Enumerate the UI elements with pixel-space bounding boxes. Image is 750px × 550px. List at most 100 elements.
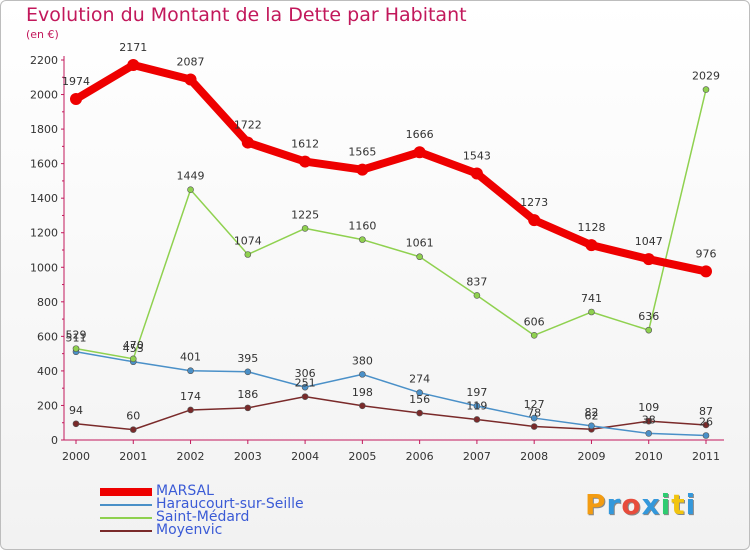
data-label: 1128: [577, 221, 605, 234]
legend-label: Moyenvic: [156, 522, 223, 538]
x-tick-label: 2011: [692, 450, 720, 463]
data-point: [187, 367, 194, 375]
data-label: 1722: [234, 119, 262, 132]
data-point: [473, 416, 481, 423]
x-tick-label: 2009: [577, 450, 605, 463]
data-label: 1273: [520, 196, 548, 209]
data-point: [359, 402, 366, 410]
data-label: 94: [69, 404, 83, 417]
legend-swatch: [100, 504, 152, 506]
data-label: 251: [295, 377, 316, 390]
data-label: 127: [524, 398, 545, 411]
data-label: 2087: [177, 56, 205, 69]
data-label: 453: [123, 342, 144, 355]
data-label: 274: [409, 373, 430, 386]
data-point: [187, 406, 194, 414]
x-tick-label: 2002: [177, 450, 205, 463]
data-label: 82: [584, 406, 598, 419]
data-label: 174: [180, 390, 201, 403]
data-label: 741: [581, 292, 602, 305]
data-label: 1565: [348, 146, 376, 159]
data-label: 78: [527, 407, 541, 420]
data-label: 26: [699, 416, 713, 429]
data-label: 186: [237, 388, 258, 401]
data-point: [588, 422, 595, 430]
data-point: [700, 265, 712, 278]
data-point: [642, 253, 655, 266]
proxiti-logo: Proxiti: [585, 488, 697, 521]
data-label: 380: [352, 354, 373, 367]
data-point: [241, 136, 254, 149]
x-tick-label: 2003: [234, 450, 262, 463]
data-point: [127, 59, 140, 72]
data-point: [416, 409, 423, 417]
x-tick-label: 2005: [348, 450, 376, 463]
data-point: [72, 345, 80, 352]
data-label: 109: [638, 401, 659, 414]
y-tick-label: 1600: [30, 158, 58, 171]
data-point: [187, 186, 194, 194]
data-point: [299, 155, 312, 168]
data-label: 2029: [692, 70, 720, 83]
data-label: 1160: [348, 220, 376, 233]
series-line-1: [75, 350, 707, 437]
data-label: 511: [66, 332, 87, 345]
data-point: [473, 402, 481, 410]
data-label: 1225: [291, 208, 319, 221]
data-point: [645, 430, 653, 437]
y-tick-label: 1200: [30, 227, 58, 240]
y-tick-label: 1400: [30, 192, 58, 205]
chart-title: Evolution du Montant de la Dette par Hab…: [26, 4, 467, 26]
data-point: [301, 225, 309, 232]
y-tick-label: 0: [51, 434, 58, 447]
data-point: [359, 236, 366, 243]
y-tick-label: 2200: [30, 54, 58, 67]
data-point: [645, 326, 653, 334]
data-label: 198: [352, 386, 373, 399]
x-tick-label: 2007: [463, 450, 491, 463]
legend-swatch: [100, 530, 152, 532]
data-point: [702, 86, 710, 93]
data-point: [413, 146, 426, 159]
data-label: 395: [237, 352, 258, 365]
y-tick-label: 800: [37, 296, 58, 309]
data-label: 119: [466, 399, 487, 412]
data-label: 1047: [635, 235, 663, 248]
data-label: 1666: [406, 128, 434, 141]
data-point: [645, 417, 653, 425]
x-tick-label: 2000: [62, 450, 90, 463]
data-label: 1543: [463, 149, 491, 162]
data-point: [702, 432, 710, 439]
data-point: [301, 393, 309, 400]
data-point: [359, 371, 366, 378]
data-label: 529: [66, 329, 87, 342]
series-line-2: [75, 88, 707, 360]
data-point: [530, 414, 538, 422]
legend-label: Saint-Médard: [156, 509, 250, 525]
data-point: [530, 423, 538, 430]
legend-label: Haraucourt-sur-Seille: [156, 496, 304, 512]
y-tick-label: 600: [37, 330, 58, 343]
data-point: [70, 93, 82, 106]
data-label: 197: [466, 386, 487, 399]
x-tick-label: 2010: [635, 450, 663, 463]
data-label: 976: [696, 247, 717, 260]
data-label: 837: [466, 275, 487, 288]
data-label: 1061: [406, 237, 434, 250]
data-label: 62: [584, 409, 598, 422]
data-point: [129, 355, 137, 363]
data-label: 1449: [177, 170, 205, 183]
data-point: [416, 389, 423, 396]
data-label: 306: [295, 367, 316, 380]
data-point: [416, 253, 423, 261]
data-point: [244, 368, 252, 376]
data-point: [473, 292, 481, 299]
data-label: 1974: [62, 75, 90, 88]
data-point: [244, 404, 252, 412]
data-label: 1074: [234, 234, 262, 247]
chart-unit: (en €): [26, 28, 59, 41]
data-point: [470, 167, 483, 180]
series-line-0: [72, 61, 710, 276]
